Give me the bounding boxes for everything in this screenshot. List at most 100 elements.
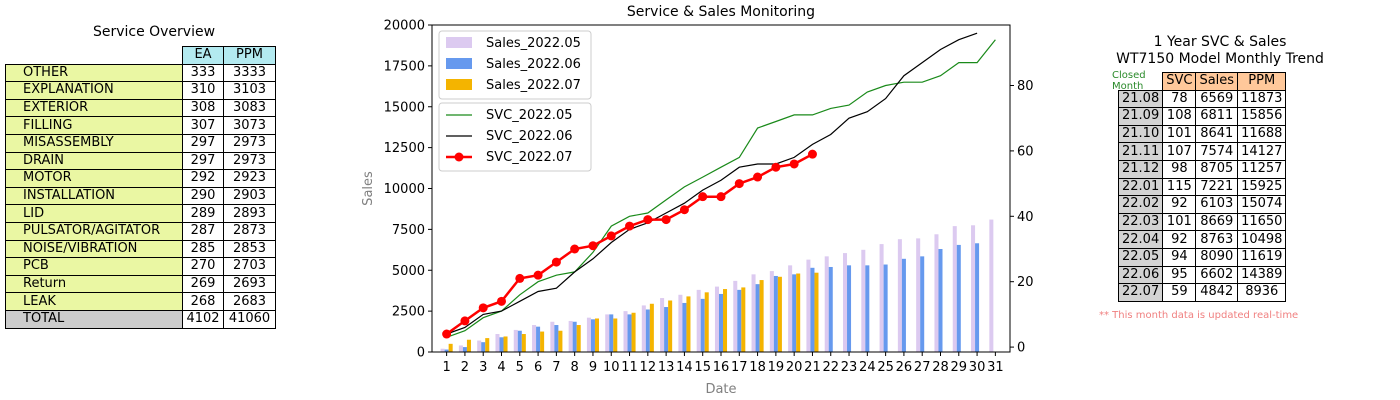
- line-legend-marker: [454, 152, 464, 162]
- overview-header-ea: EA: [182, 46, 224, 65]
- x-tick-label: 21: [804, 360, 821, 375]
- trend-row: 21.09 108 6811 15856: [1117, 107, 1287, 126]
- overview-ea-value: 4102: [182, 309, 224, 329]
- x-axis-label: Date: [705, 382, 736, 397]
- overview-category-label: PCB: [5, 257, 183, 276]
- x-tick-label: 7: [552, 360, 560, 375]
- overview-total-row: TOTAL 4102 41060: [5, 309, 276, 329]
- sales-bar-Sales_2022.05: [861, 249, 866, 352]
- overview-category-label: DRAIN: [5, 151, 183, 171]
- x-tick-label: 18: [749, 360, 766, 375]
- x-tick-label: 11: [621, 360, 638, 375]
- y-tick-label: 2500: [392, 305, 425, 320]
- trend-sales-value: 8669: [1195, 212, 1239, 232]
- sales-bar-Sales_2022.06: [755, 284, 760, 352]
- x-tick-label: 31: [987, 360, 1004, 375]
- trend-month: 22.07: [1117, 283, 1164, 302]
- sales-bar-Sales_2022.06: [517, 330, 522, 352]
- sales-bar-Sales_2022.06: [590, 319, 595, 352]
- overview-category-label: TOTAL: [5, 309, 183, 329]
- svc-point-SVC_2022.07: [570, 244, 580, 254]
- svc-point-SVC_2022.07: [734, 179, 744, 189]
- sales-bar-Sales_2022.06: [847, 265, 852, 352]
- sales-bar-Sales_2022.07: [741, 287, 746, 352]
- x-tick-label: 12: [640, 360, 657, 375]
- trend-row: 21.12 98 8705 11257: [1117, 159, 1287, 179]
- overview-ea-value: 268: [182, 292, 224, 311]
- overview-category-label: OTHER: [5, 63, 183, 83]
- svc-point-SVC_2022.07: [442, 329, 452, 339]
- overview-ppm-value: 41060: [223, 309, 276, 329]
- trend-header-blank: [1119, 73, 1163, 91]
- overview-category-label: FILLING: [5, 116, 183, 135]
- trend-ppm-value: 8936: [1237, 283, 1287, 302]
- x-tick-label: 15: [694, 360, 711, 375]
- sales-bar-Sales_2022.05: [916, 238, 921, 352]
- overview-ea-value: 269: [182, 274, 224, 294]
- realtime-note: ** This month data is updated real-time: [1099, 310, 1299, 321]
- svc-point-SVC_2022.07: [551, 257, 561, 267]
- overview-ea-value: 333: [182, 63, 224, 83]
- overview-ppm-value: 2973: [223, 151, 276, 171]
- overview-ppm-value: 2973: [223, 133, 276, 153]
- x-tick-label: 22: [822, 360, 839, 375]
- overview-ppm-value: 2703: [223, 257, 276, 276]
- overview-header-row: EA PPM: [6, 46, 276, 65]
- trend-sales-value: 8763: [1195, 230, 1239, 249]
- overview-row: OTHER 333 3333: [5, 63, 276, 83]
- sales-bar-Sales_2022.07: [796, 273, 801, 352]
- sales-bar-Sales_2022.06: [462, 347, 467, 352]
- sales-bar-Sales_2022.05: [440, 348, 445, 352]
- x-tick-label: 24: [859, 360, 876, 375]
- x-tick-label: 28: [932, 360, 949, 375]
- x-tick-label: 25: [877, 360, 894, 375]
- sales-bar-Sales_2022.07: [668, 300, 673, 352]
- sales-bar-Sales_2022.06: [664, 307, 669, 352]
- overview-header-blank: [6, 47, 183, 65]
- sales-bar-Sales_2022.05: [788, 265, 793, 352]
- trend-month: 21.09: [1117, 107, 1164, 126]
- trend-ppm-value: 11688: [1237, 124, 1287, 144]
- sales-bar-Sales_2022.07: [686, 296, 691, 352]
- trend-row: 21.11 107 7574 14127: [1117, 142, 1287, 161]
- svc-point-SVC_2022.07: [588, 241, 598, 251]
- overview-row: EXTERIOR 308 3083: [5, 98, 276, 118]
- line-legend-label: SVC_2022.07: [486, 150, 572, 165]
- sales-bar-Sales_2022.07: [759, 280, 764, 352]
- y-axis-label: Sales: [361, 171, 376, 206]
- overview-category-label: LEAK: [5, 292, 183, 311]
- x-tick-label: 20: [786, 360, 803, 375]
- service-overview-table: EA PPM OTHER 333 3333 EXPLANATION 310 3103 EXTER…: [5, 46, 276, 329]
- trend-row: 22.02 92 6103 15074: [1117, 195, 1287, 214]
- trend-sales-value: 7574: [1195, 142, 1239, 161]
- sales-bar-Sales_2022.05: [806, 259, 811, 352]
- y-tick-label: 7500: [392, 223, 425, 238]
- svc-point-SVC_2022.07: [625, 221, 635, 231]
- trend-month: 22.01: [1117, 177, 1164, 197]
- sales-bar-Sales_2022.07: [521, 334, 526, 352]
- svc-line-SVC_2022.06: [446, 32, 978, 335]
- sales-bar-Sales_2022.06: [700, 298, 705, 352]
- monthly-trend-title: 1 Year SVC & Sales WT7150 Model Monthly …: [1100, 34, 1340, 68]
- svc-line-SVC_2022.05: [446, 39, 996, 338]
- sales-bar-Sales_2022.07: [704, 292, 709, 352]
- overview-row: PULSATOR/AGITATOR 287 2873: [5, 221, 276, 241]
- overview-ppm-value: 3103: [223, 81, 276, 100]
- sales-bar-Sales_2022.05: [586, 317, 591, 352]
- sales-bar-Sales_2022.06: [627, 314, 632, 352]
- trend-month: 22.05: [1117, 247, 1164, 267]
- x-tick-label: 4: [497, 360, 505, 375]
- sales-bar-Sales_2022.05: [641, 305, 646, 352]
- overview-ea-value: 270: [182, 257, 224, 276]
- trend-sales-value: 6602: [1195, 265, 1239, 285]
- trend-svc-value: 95: [1162, 265, 1197, 285]
- sales-bar-Sales_2022.07: [448, 343, 453, 352]
- sales-bar-Sales_2022.06: [956, 244, 961, 352]
- y2-tick-label: 80: [1017, 79, 1034, 94]
- sales-bar-Sales_2022.06: [773, 275, 778, 352]
- svc-point-SVC_2022.07: [515, 273, 525, 283]
- sales-bar-Sales_2022.05: [879, 244, 884, 352]
- x-tick-label: 8: [571, 360, 579, 375]
- overview-row: MOTOR 292 2923: [5, 169, 276, 188]
- svc-point-SVC_2022.07: [771, 162, 781, 172]
